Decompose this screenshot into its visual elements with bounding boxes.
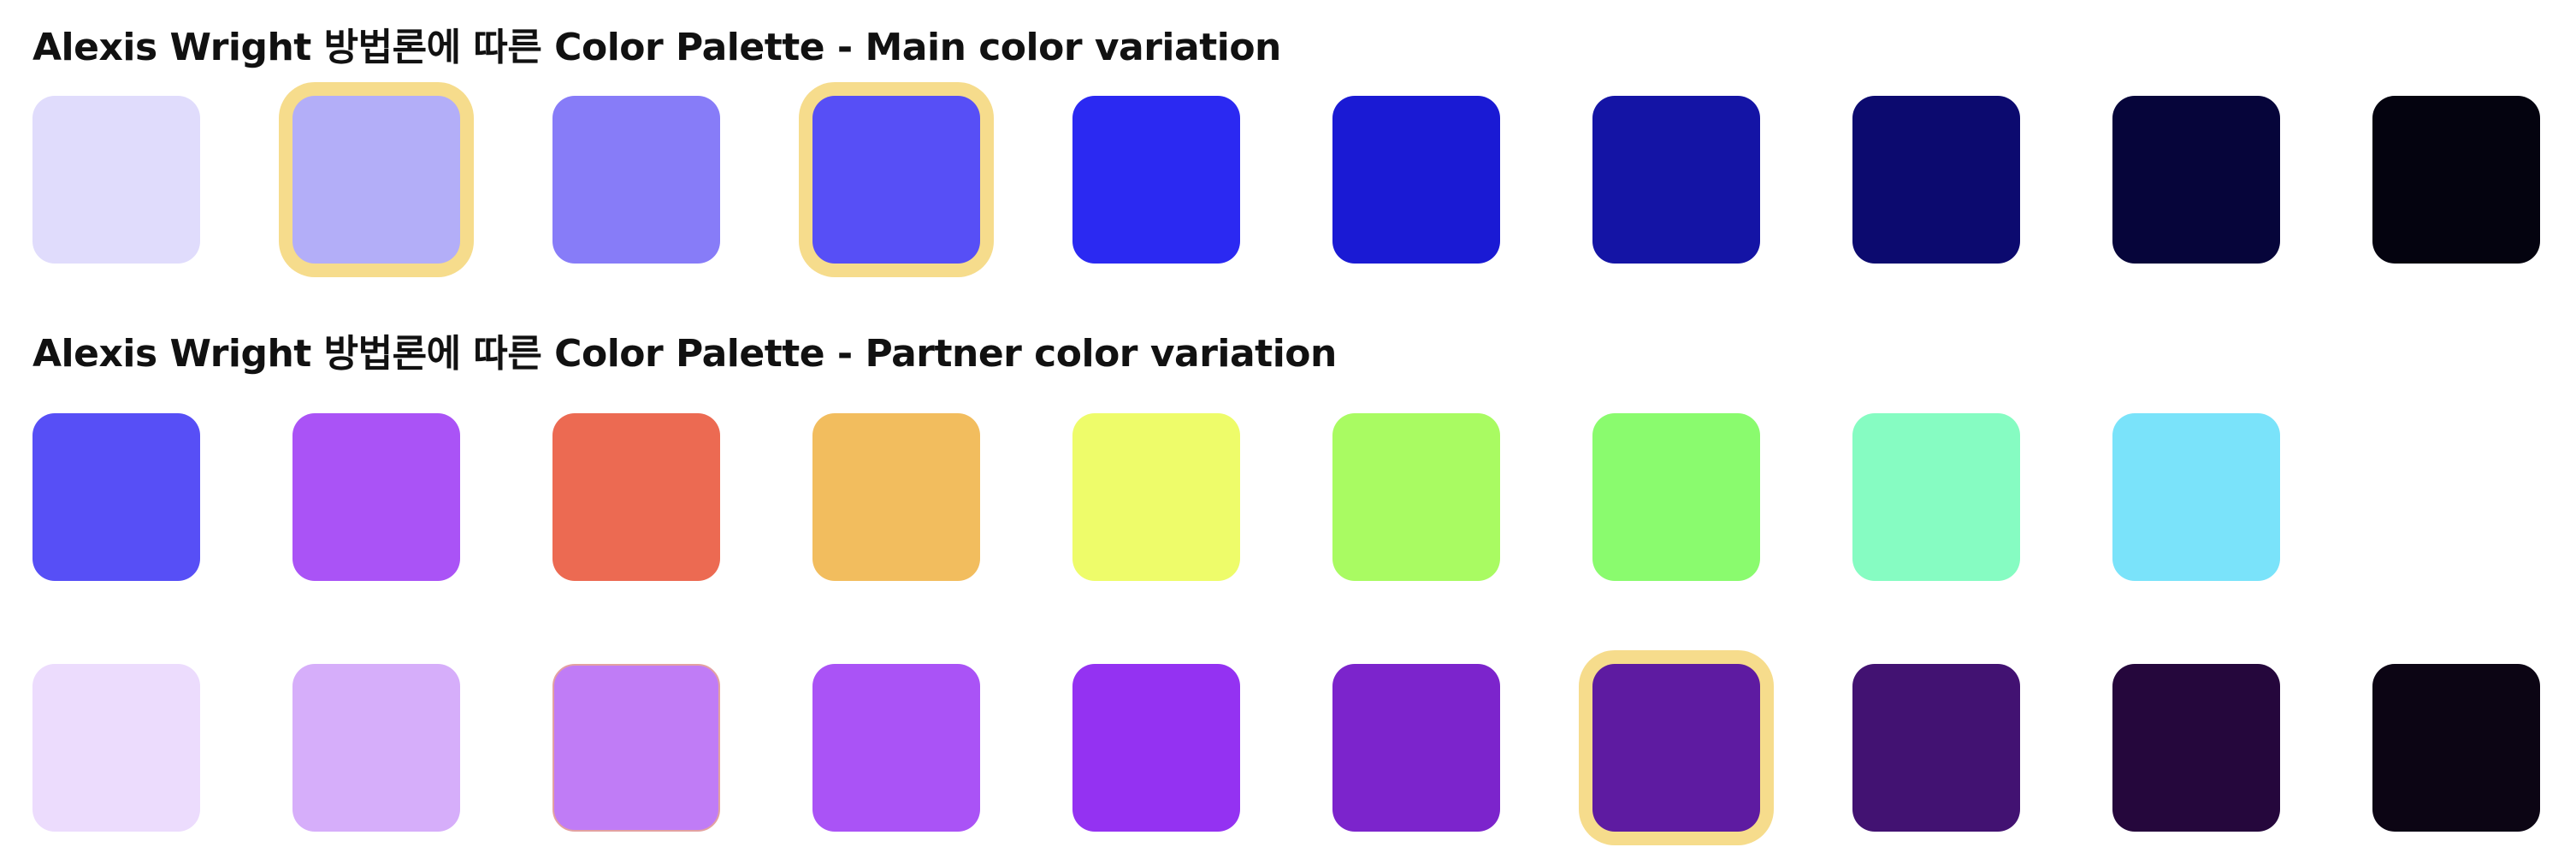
main-swatch-9[interactable] (2112, 96, 2280, 264)
purple-swatch-2[interactable] (292, 664, 460, 832)
main-swatch-8[interactable] (1852, 96, 2020, 264)
partner-swatch-3[interactable] (552, 413, 720, 581)
purple-swatch-10[interactable] (2372, 664, 2540, 832)
purple-swatch-6[interactable] (1332, 664, 1500, 832)
purple-swatch-1[interactable] (32, 664, 200, 832)
main-swatch-6[interactable] (1332, 96, 1500, 264)
partner-swatch-9[interactable] (2112, 413, 2280, 581)
partner-swatch-6[interactable] (1332, 413, 1500, 581)
partner-swatch-4[interactable] (812, 413, 980, 581)
main-swatch-2[interactable] (292, 96, 460, 264)
partner-swatch-5[interactable] (1072, 413, 1240, 581)
partner-swatch-2[interactable] (292, 413, 460, 581)
partner-swatch-8[interactable] (1852, 413, 2020, 581)
main-swatch-4[interactable] (812, 96, 980, 264)
partner-swatch-1[interactable] (32, 413, 200, 581)
purple-swatch-4[interactable] (812, 664, 980, 832)
partner-palette-title: Alexis Wright 방법론에 따른 Color Palette - Pa… (32, 332, 1337, 376)
purple-swatch-5[interactable] (1072, 664, 1240, 832)
main-swatch-7[interactable] (1592, 96, 1760, 264)
main-swatch-10[interactable] (2372, 96, 2540, 264)
partner-color-row (0, 413, 2576, 581)
purple-swatch-9[interactable] (2112, 664, 2280, 832)
purple-variation-row (0, 664, 2576, 832)
purple-swatch-7[interactable] (1592, 664, 1760, 832)
purple-swatch-8[interactable] (1852, 664, 2020, 832)
main-palette-title: Alexis Wright 방법론에 따른 Color Palette - Ma… (32, 26, 1281, 69)
main-swatch-5[interactable] (1072, 96, 1240, 264)
main-color-row (0, 96, 2576, 264)
partner-swatch-7[interactable] (1592, 413, 1760, 581)
main-swatch-1[interactable] (32, 96, 200, 264)
main-swatch-3[interactable] (552, 96, 720, 264)
purple-swatch-3[interactable] (552, 664, 720, 832)
